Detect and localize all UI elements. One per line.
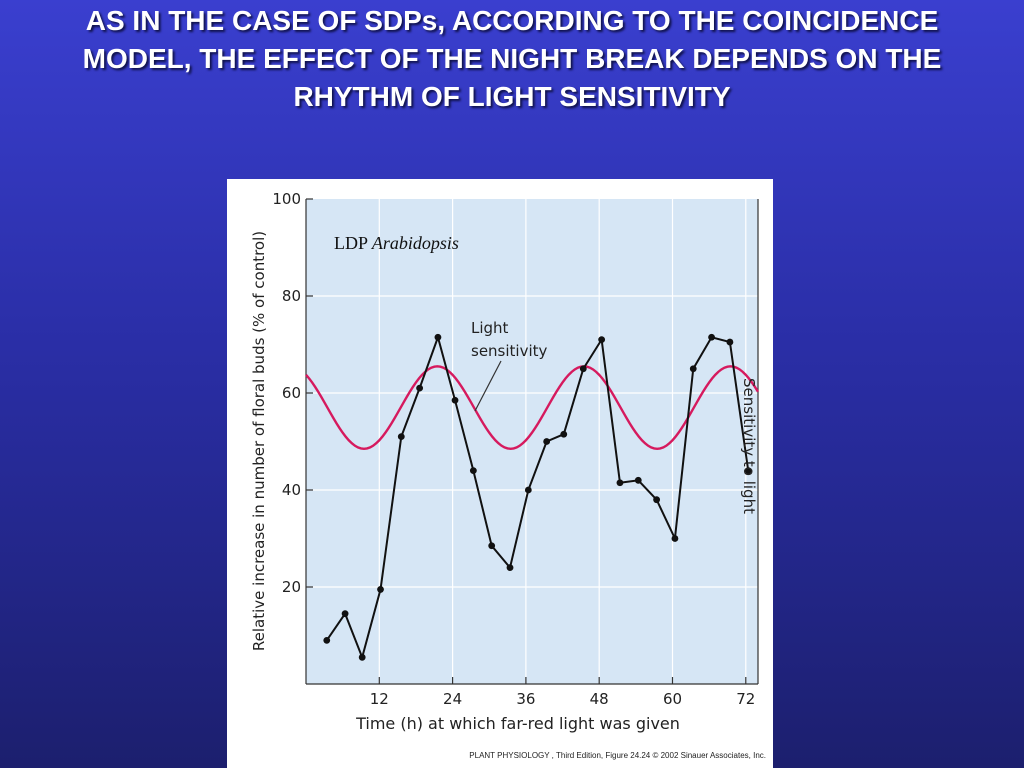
- sensitivity-series: [305, 365, 760, 450]
- plot-area: [306, 199, 758, 684]
- x-ticks: 12 24 36 48 60 72: [370, 677, 755, 708]
- data-point: [708, 333, 715, 341]
- series-label-line2: sensitivity: [471, 342, 548, 360]
- data-point: [616, 479, 624, 487]
- data-point: [416, 384, 424, 392]
- axes: [305, 199, 759, 685]
- x-tick-label: 12: [370, 690, 389, 708]
- x-tick-label: 24: [443, 690, 462, 708]
- data-point: [524, 486, 532, 494]
- data-point: [341, 610, 349, 618]
- y-ticks: 20 40 60 80 100: [272, 190, 313, 596]
- x-tick-label: 60: [663, 690, 682, 708]
- data-point: [506, 564, 514, 571]
- y-tick-label: 20: [282, 578, 301, 596]
- data-point: [579, 365, 587, 373]
- data-point: [397, 433, 405, 441]
- data-point: [653, 496, 661, 504]
- line-chart: 20 40 60 80 100 12 24 36 48 60 72 LDP Arabidopsis…: [250, 190, 760, 733]
- data-point: [560, 430, 568, 438]
- y-tick-label: 40: [282, 481, 301, 499]
- x-tick-label: 48: [590, 690, 609, 708]
- data-point: [451, 396, 459, 404]
- data-point: [726, 338, 734, 346]
- data-point: [598, 336, 606, 344]
- data-point: [634, 476, 642, 484]
- data-point: [358, 653, 366, 661]
- y-axis-label: Relative increase in number of floral bu…: [250, 231, 268, 651]
- data-point: [488, 542, 496, 550]
- x-axis-label: Time (h) at which far-red light was give…: [355, 714, 680, 733]
- data-point: [323, 636, 331, 644]
- floral-buds-line: [325, 333, 750, 661]
- data-point: [744, 467, 752, 474]
- series-label-line1: Light: [471, 319, 509, 337]
- floral-buds-series: [323, 333, 752, 661]
- data-point: [469, 467, 477, 474]
- data-point: [671, 535, 679, 542]
- y-tick-label: 60: [282, 384, 301, 402]
- x-tick-label: 72: [736, 690, 755, 708]
- series-label-leader: [474, 360, 502, 412]
- slide-title: AS IN THE CASE OF SDPs, ACCORDING TO THE…: [82, 5, 942, 112]
- data-point: [689, 365, 697, 373]
- data-point: [377, 586, 384, 593]
- x-tick-label: 36: [516, 690, 535, 708]
- figure-credit: PLANT PHYSIOLOGY , Third Edition, Figure…: [469, 751, 766, 760]
- annotation-ldp: LDP Arabidopsis: [334, 233, 459, 253]
- y-tick-label: 100: [272, 190, 301, 208]
- data-point: [543, 438, 551, 445]
- figure-panel: 20 40 60 80 100 12 24 36 48 60 72 LDP Arabidopsis…: [227, 179, 773, 768]
- y2-axis-label: Sensitivity to light: [740, 378, 758, 514]
- sensitivity-curve: [305, 365, 760, 450]
- data-point: [434, 333, 442, 341]
- y-tick-label: 80: [282, 287, 301, 305]
